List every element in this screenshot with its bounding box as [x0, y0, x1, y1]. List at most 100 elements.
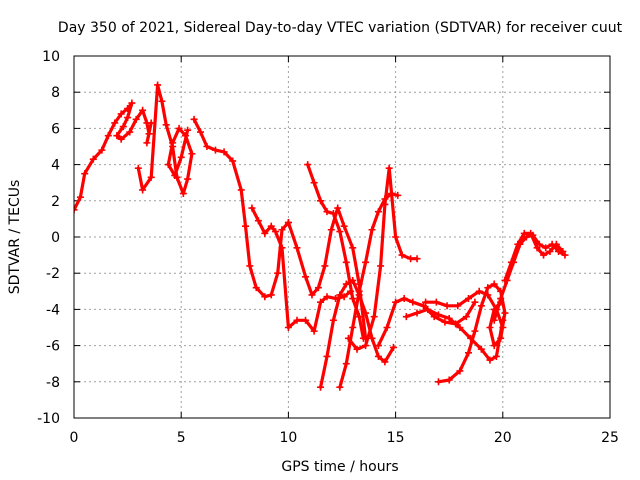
- data-point: [342, 360, 350, 368]
- x-tick-label: 20: [494, 430, 512, 446]
- data-point: [533, 244, 541, 252]
- data-point: [237, 186, 245, 194]
- data-point: [471, 298, 479, 306]
- data-point: [317, 197, 325, 205]
- data-point: [284, 219, 292, 227]
- y-tick-label: 0: [51, 230, 60, 246]
- data-point: [293, 244, 301, 252]
- data-point: [164, 161, 172, 169]
- data-point: [181, 132, 189, 140]
- data-point: [310, 179, 318, 187]
- data-point: [154, 81, 162, 89]
- data-point: [147, 173, 155, 181]
- chart-title: Day 350 of 2021, Sidereal Day-to-day VTE…: [58, 20, 623, 36]
- data-point: [81, 170, 89, 178]
- data-point: [145, 130, 153, 138]
- data-point: [342, 280, 350, 288]
- data-point: [302, 273, 310, 281]
- data-point: [389, 343, 397, 351]
- data-point: [336, 228, 344, 236]
- data-point: [490, 316, 498, 324]
- data-point: [308, 291, 316, 299]
- data-point: [177, 153, 185, 161]
- x-tick-labels: 0 5 10 15 20 25: [70, 430, 619, 446]
- data-point: [117, 135, 125, 143]
- data-point: [139, 186, 147, 194]
- data-point: [134, 164, 142, 172]
- data-point: [413, 255, 421, 263]
- data-point: [424, 305, 432, 313]
- data-point: [188, 150, 196, 158]
- data-point: [302, 316, 310, 324]
- series-line: [136, 83, 194, 196]
- series-line: [503, 231, 565, 282]
- data-point: [321, 262, 329, 270]
- data-point: [284, 324, 292, 331]
- data-point: [392, 298, 400, 306]
- data-point: [434, 311, 442, 319]
- data-point: [261, 229, 269, 237]
- y-tick-label: 10: [42, 49, 60, 65]
- series-track-c: [190, 115, 292, 301]
- y-tick-label: -4: [46, 302, 60, 318]
- y-tick-label: 6: [51, 121, 60, 137]
- data-point: [520, 229, 528, 237]
- data-point: [422, 298, 430, 306]
- data-point: [456, 324, 464, 331]
- data-point: [370, 313, 378, 321]
- data-point: [445, 314, 453, 322]
- data-point: [89, 155, 97, 163]
- data-point: [267, 291, 275, 299]
- data-point: [220, 148, 228, 156]
- data-point: [340, 293, 348, 301]
- data-point: [334, 204, 342, 212]
- data-point: [190, 115, 198, 123]
- data-point: [383, 324, 391, 331]
- data-point: [501, 276, 509, 284]
- data-point: [490, 342, 498, 350]
- y-axis-label: SDTVAR / TECUs: [7, 180, 23, 295]
- data-point: [434, 378, 442, 386]
- data-point: [402, 313, 410, 321]
- data-point: [486, 324, 494, 331]
- y-tick-label: -2: [46, 266, 60, 282]
- data-point: [323, 352, 331, 360]
- data-point: [267, 222, 275, 230]
- series-track-b: [134, 81, 196, 198]
- data-point: [392, 233, 400, 241]
- data-point: [342, 258, 350, 266]
- data-point: [98, 146, 106, 154]
- data-point: [124, 114, 132, 122]
- data-point: [368, 334, 376, 342]
- data-point: [246, 262, 254, 270]
- data-point: [456, 367, 464, 375]
- data-point: [475, 287, 483, 295]
- data-point: [359, 334, 367, 342]
- x-tick-label: 0: [70, 430, 79, 446]
- data-point: [278, 226, 286, 234]
- data-point: [490, 280, 498, 288]
- data-point: [527, 229, 535, 237]
- data-point: [445, 376, 453, 384]
- series-track-e: [284, 204, 370, 342]
- data-point: [317, 298, 325, 306]
- series-line: [319, 278, 396, 389]
- data-point: [139, 106, 147, 114]
- data-point: [349, 276, 357, 284]
- data-point: [394, 191, 402, 199]
- data-point: [464, 349, 472, 357]
- data-point: [471, 327, 479, 335]
- x-tick-label: 10: [279, 430, 297, 446]
- data-point: [484, 284, 492, 292]
- data-point: [486, 356, 494, 364]
- data-point: [184, 126, 192, 134]
- data-point: [501, 309, 509, 317]
- data-point: [252, 284, 260, 292]
- data-point: [169, 139, 177, 147]
- y-tick-label: -10: [37, 411, 60, 427]
- data-point: [274, 269, 282, 277]
- series-track-a: [74, 99, 155, 214]
- data-point: [126, 128, 134, 136]
- data-point: [74, 206, 78, 214]
